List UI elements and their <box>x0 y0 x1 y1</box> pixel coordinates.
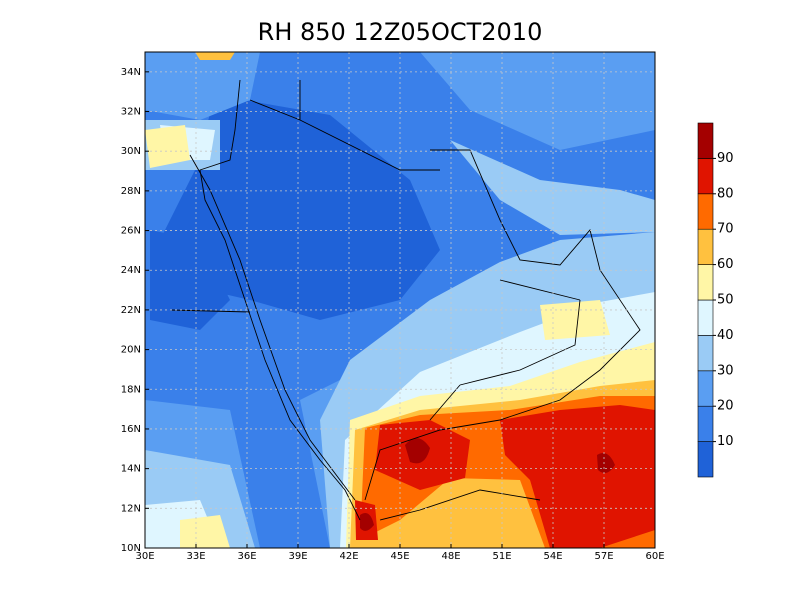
x-tick-label: 30E <box>135 551 154 562</box>
x-tick-label: 57E <box>594 551 613 562</box>
colorbar-swatch <box>697 405 714 442</box>
colorbar-label: 40 <box>717 328 734 343</box>
y-tick-label: 28N <box>121 186 141 197</box>
y-tick-label: 10N <box>121 543 141 554</box>
y-tick-label: 14N <box>121 464 141 475</box>
field-patch <box>355 405 655 548</box>
colorbar-label: 60 <box>717 257 734 272</box>
colorbar-swatch <box>697 441 714 478</box>
y-tick-label: 30N <box>121 146 141 157</box>
axes: 30E 33E 36E 39E 42E 45E 48E 51E 54E 57E 60E 10N 12N 1… <box>121 67 665 562</box>
border <box>169 80 581 421</box>
x-tick-label: 33E <box>186 551 205 562</box>
x-tick-label: 60E <box>645 551 664 562</box>
x-tick-label: 51E <box>492 551 511 562</box>
colorbar-label: 50 <box>717 293 734 308</box>
y-tick-label: 34N <box>121 67 141 78</box>
colorbar-swatch <box>697 228 714 265</box>
colorbar-label: 10 <box>717 434 734 449</box>
map-title: RH 850 12Z05OCT2010 <box>258 18 543 46</box>
colorbar-swatch <box>697 264 714 301</box>
y-tick-label: 16N <box>121 424 141 435</box>
colorbar-swatch <box>697 299 714 336</box>
y-tick-label: 32N <box>121 107 141 118</box>
x-tick-label: 45E <box>390 551 409 562</box>
colorbar: 10 20 30 40 50 60 70 80 90 <box>697 122 734 478</box>
colorbar-swatch <box>697 370 714 407</box>
x-tick-label: 48E <box>441 551 460 562</box>
x-tick-label: 54E <box>543 551 562 562</box>
coastline <box>189 154 356 501</box>
colorbar-swatch <box>697 122 714 159</box>
colorbar-swatch <box>697 193 714 230</box>
colorbar-swatch <box>697 158 714 195</box>
y-tick-label: 18N <box>121 384 141 395</box>
y-tick-label: 26N <box>121 226 141 237</box>
colorbar-swatch <box>697 335 714 372</box>
colorbar-label: 80 <box>717 186 734 201</box>
colorbar-label: 70 <box>717 222 734 237</box>
x-tick-label: 42E <box>339 551 358 562</box>
y-tick-label: 22N <box>121 305 141 316</box>
colorbar-label: 30 <box>717 363 734 378</box>
colorbar-label: 90 <box>717 151 734 166</box>
x-tick-label: 39E <box>288 551 307 562</box>
coastline <box>364 149 641 501</box>
colorbar-label: 20 <box>717 399 734 414</box>
coastline <box>379 489 541 521</box>
y-tick-label: 12N <box>121 503 141 514</box>
y-tick-label: 24N <box>121 265 141 276</box>
x-tick-label: 36E <box>237 551 256 562</box>
y-tick-label: 20N <box>121 345 141 356</box>
